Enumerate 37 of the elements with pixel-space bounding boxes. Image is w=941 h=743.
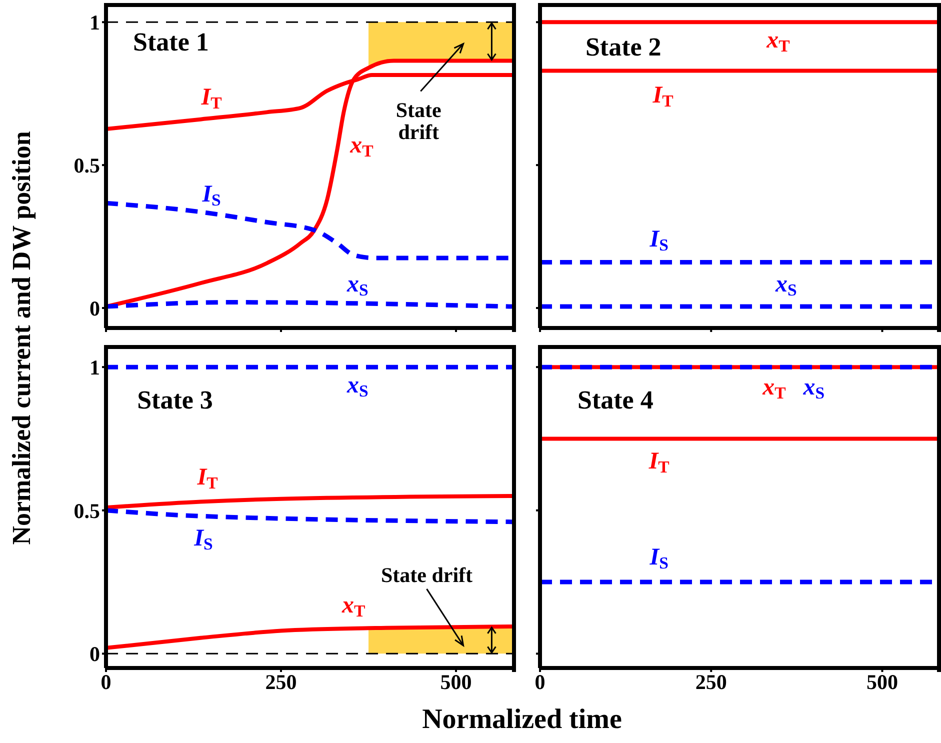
y-tick-label: 0.5: [74, 154, 100, 178]
series-label: x$_{T}$: [762, 374, 786, 402]
series-label: I$_{S}$: [194, 525, 213, 554]
series-label: x$_{S}$: [347, 372, 368, 401]
annotation: State 4: [578, 385, 654, 414]
annotation: State drift: [380, 562, 473, 587]
x-tick-label: 500: [866, 670, 898, 694]
line-series: [106, 624, 512, 650]
x-tick-label: 250: [265, 670, 297, 694]
series-label: x$_{S}$: [775, 272, 797, 300]
series-label: x$_{T}$: [766, 28, 790, 56]
series-label: I$_{T}$: [201, 84, 222, 112]
x-tick-label: 0: [534, 670, 546, 694]
series-label: x$_{T}$: [342, 592, 366, 621]
annotation: State 2: [585, 32, 662, 62]
x-tick-label: 500: [440, 670, 472, 694]
series-label: I$_{T}$: [648, 448, 670, 476]
x-axis-title: Normalized time: [422, 704, 622, 736]
y-axis-title: Normalized current and DW position: [7, 131, 37, 545]
y-tick-label: 1: [90, 10, 100, 35]
series-label: x$_{S}$: [347, 272, 368, 300]
series-label: I$_{S}$: [650, 226, 668, 254]
y-tick-label: 0.5: [74, 498, 100, 523]
series-label: I$_{S}$: [202, 181, 221, 210]
y-tick-label: 1: [90, 356, 100, 380]
y-tick-label: 0: [90, 642, 100, 666]
line-series: [106, 494, 512, 510]
x-tick-label: 250: [695, 670, 727, 694]
series-label: x$_{T}$: [350, 132, 374, 161]
series-label: I$_{S}$: [650, 544, 668, 573]
series-label: I$_{T}$: [197, 464, 218, 492]
y-tick-label: 0: [90, 296, 100, 320]
annotation: State 1: [133, 27, 209, 56]
series-label: I$_{T}$: [652, 82, 674, 111]
series-label: x$_{S}$: [803, 374, 825, 402]
annotation: State drift: [394, 98, 442, 144]
annotation: State 3: [137, 385, 213, 414]
